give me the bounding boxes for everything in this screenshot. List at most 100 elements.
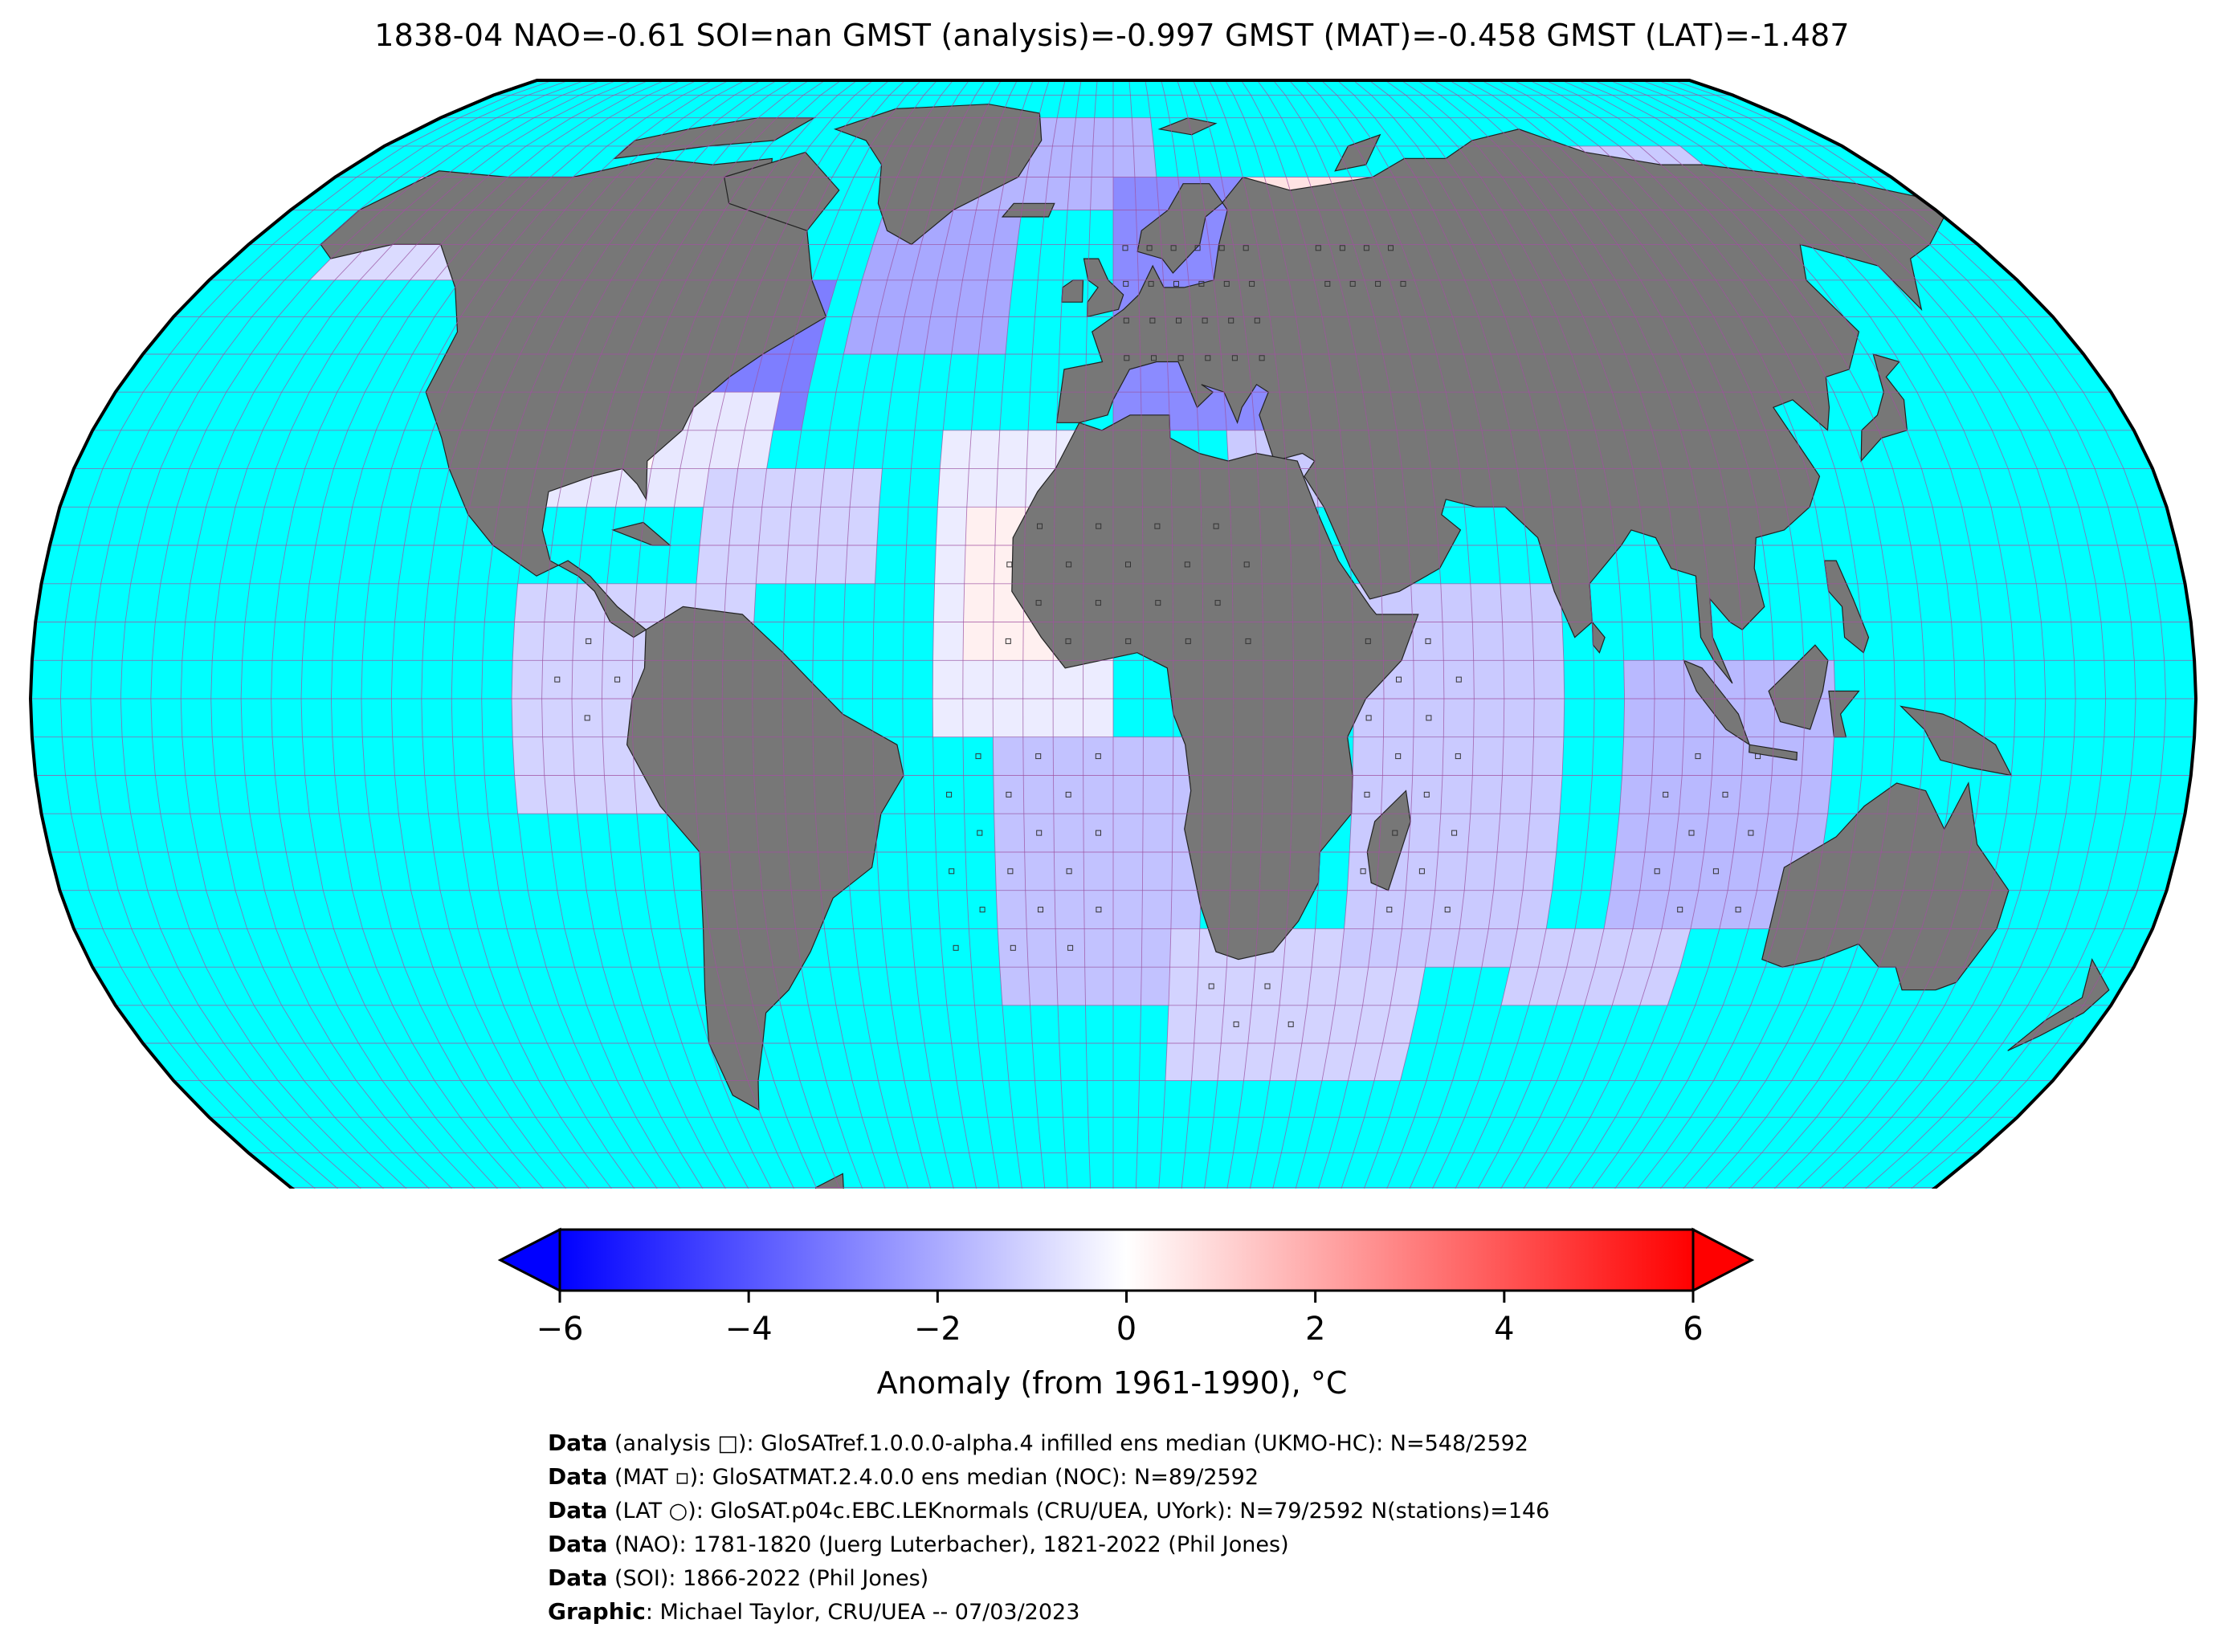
anomaly-cell: [512, 660, 543, 699]
obs-marker: [979, 907, 985, 913]
obs-marker: [1198, 280, 1205, 287]
anomaly-cell: [962, 699, 994, 737]
anomaly-cell: [862, 244, 897, 280]
anomaly-cell: [1623, 699, 1655, 737]
anomaly-cell: [1443, 622, 1474, 661]
obs-marker: [1425, 638, 1431, 644]
anomaly-cell: [1532, 736, 1564, 776]
anomaly-cell: [586, 468, 622, 508]
anomaly-cell: [1533, 699, 1565, 737]
obs-marker: [1066, 561, 1072, 568]
obs-marker: [1451, 830, 1458, 836]
anomaly-cell: [1704, 814, 1739, 852]
anomaly-cell: [932, 622, 964, 661]
credit-line: Graphic: Michael Taylor, CRU/UEA -- 07/0…: [548, 1598, 1080, 1625]
anomaly-cell: [1022, 660, 1054, 699]
obs-marker: [1036, 830, 1043, 836]
anomaly-cell: [1141, 890, 1172, 929]
land-polygon: [1334, 133, 1381, 172]
anomaly-cell: [1538, 928, 1576, 968]
anomaly-cell: [1493, 852, 1527, 891]
anomaly-cell: [1649, 775, 1683, 814]
anomaly-cell: [512, 622, 545, 661]
anomaly-cell: [845, 545, 877, 584]
obs-marker: [1007, 868, 1014, 875]
anomaly-cell: [1763, 814, 1798, 852]
anomaly-cell: [1682, 736, 1714, 776]
anomaly-cell: [993, 622, 1024, 661]
anomaly-cell: [1413, 699, 1444, 737]
obs-marker: [1149, 317, 1156, 324]
obs-marker: [1185, 638, 1191, 644]
anomaly-cell: [965, 507, 997, 545]
anomaly-cell: [1053, 699, 1083, 737]
obs-marker: [1223, 280, 1230, 287]
anomaly-cell: [1530, 583, 1563, 622]
anomaly-cell: [1443, 660, 1475, 699]
obs-marker: [977, 830, 983, 836]
anomaly-cell: [1270, 1043, 1302, 1081]
obs-marker: [1315, 245, 1321, 251]
anomaly-cell: [1224, 967, 1255, 1005]
obs-marker: [1151, 355, 1157, 361]
obs-marker: [1005, 638, 1011, 644]
obs-marker: [1205, 355, 1211, 361]
anomaly-cell: [1517, 890, 1553, 929]
obs-marker: [1396, 676, 1402, 683]
credit-line: Data (NAO): 1781-1820 (Juerg Luterbacher…: [548, 1531, 1289, 1557]
anomaly-cell: [360, 244, 417, 280]
anomaly-cell: [1090, 177, 1113, 210]
anomaly-cell: [994, 814, 1025, 852]
anomaly-cell: [1054, 852, 1084, 891]
obs-marker: [586, 638, 592, 644]
anomaly-cell: [1481, 928, 1518, 968]
obs-marker: [1455, 753, 1461, 760]
anomaly-cell: [1733, 814, 1769, 852]
obs-marker: [1395, 753, 1402, 760]
anomaly-cell: [1604, 890, 1640, 929]
anomaly-cell: [716, 392, 753, 430]
land-polygon: [1056, 128, 1945, 684]
obs-marker: [1677, 907, 1683, 913]
anomaly-cell: [993, 736, 1024, 776]
anomaly-cell: [930, 279, 963, 317]
anomaly-cell: [602, 736, 635, 776]
page-title: 1838-04 NAO=-0.61 SOI=nan GMST (analysis…: [374, 18, 1850, 53]
anomaly-cell: [1557, 967, 1596, 1005]
anomaly-cell: [969, 430, 1000, 469]
obs-marker: [1125, 561, 1131, 568]
anomaly-cell: [1738, 775, 1772, 814]
obs-marker: [1231, 355, 1238, 361]
obs-marker: [1363, 245, 1369, 251]
anomaly-cell: [1022, 699, 1054, 737]
credit-line: Data (analysis □): GloSATref.1.0.0.0-alp…: [548, 1430, 1528, 1456]
anomaly-cell: [512, 699, 543, 737]
anomaly-cell: [1440, 583, 1473, 622]
anomaly-cell: [1410, 583, 1443, 622]
anomaly-cell: [1141, 928, 1171, 968]
anomaly-cell: [1619, 775, 1652, 814]
anomaly-cell: [1113, 145, 1135, 177]
anomaly-cell: [1025, 890, 1056, 929]
obs-marker: [1066, 868, 1072, 875]
obs-marker: [1654, 868, 1660, 875]
obs-marker: [1349, 280, 1356, 287]
anomaly-cell: [574, 775, 607, 814]
anomaly-cell: [924, 316, 957, 354]
anomaly-cell: [1143, 736, 1173, 776]
obs-marker: [1688, 830, 1695, 836]
obs-marker: [1444, 907, 1451, 913]
obs-marker: [1208, 983, 1214, 989]
obs-marker: [1712, 868, 1719, 875]
anomaly-cell: [1382, 1005, 1418, 1043]
anomaly-cell: [969, 210, 999, 245]
anomaly-cell: [1028, 967, 1058, 1005]
colorbar-tick-label: 0: [1116, 1311, 1136, 1348]
anomaly-cell: [385, 244, 441, 280]
obs-marker: [1360, 868, 1366, 875]
anomaly-cell: [1443, 699, 1475, 737]
anomaly-cell: [745, 392, 781, 430]
anomaly-cell: [1083, 890, 1113, 929]
anomaly-cell: [1683, 699, 1715, 737]
